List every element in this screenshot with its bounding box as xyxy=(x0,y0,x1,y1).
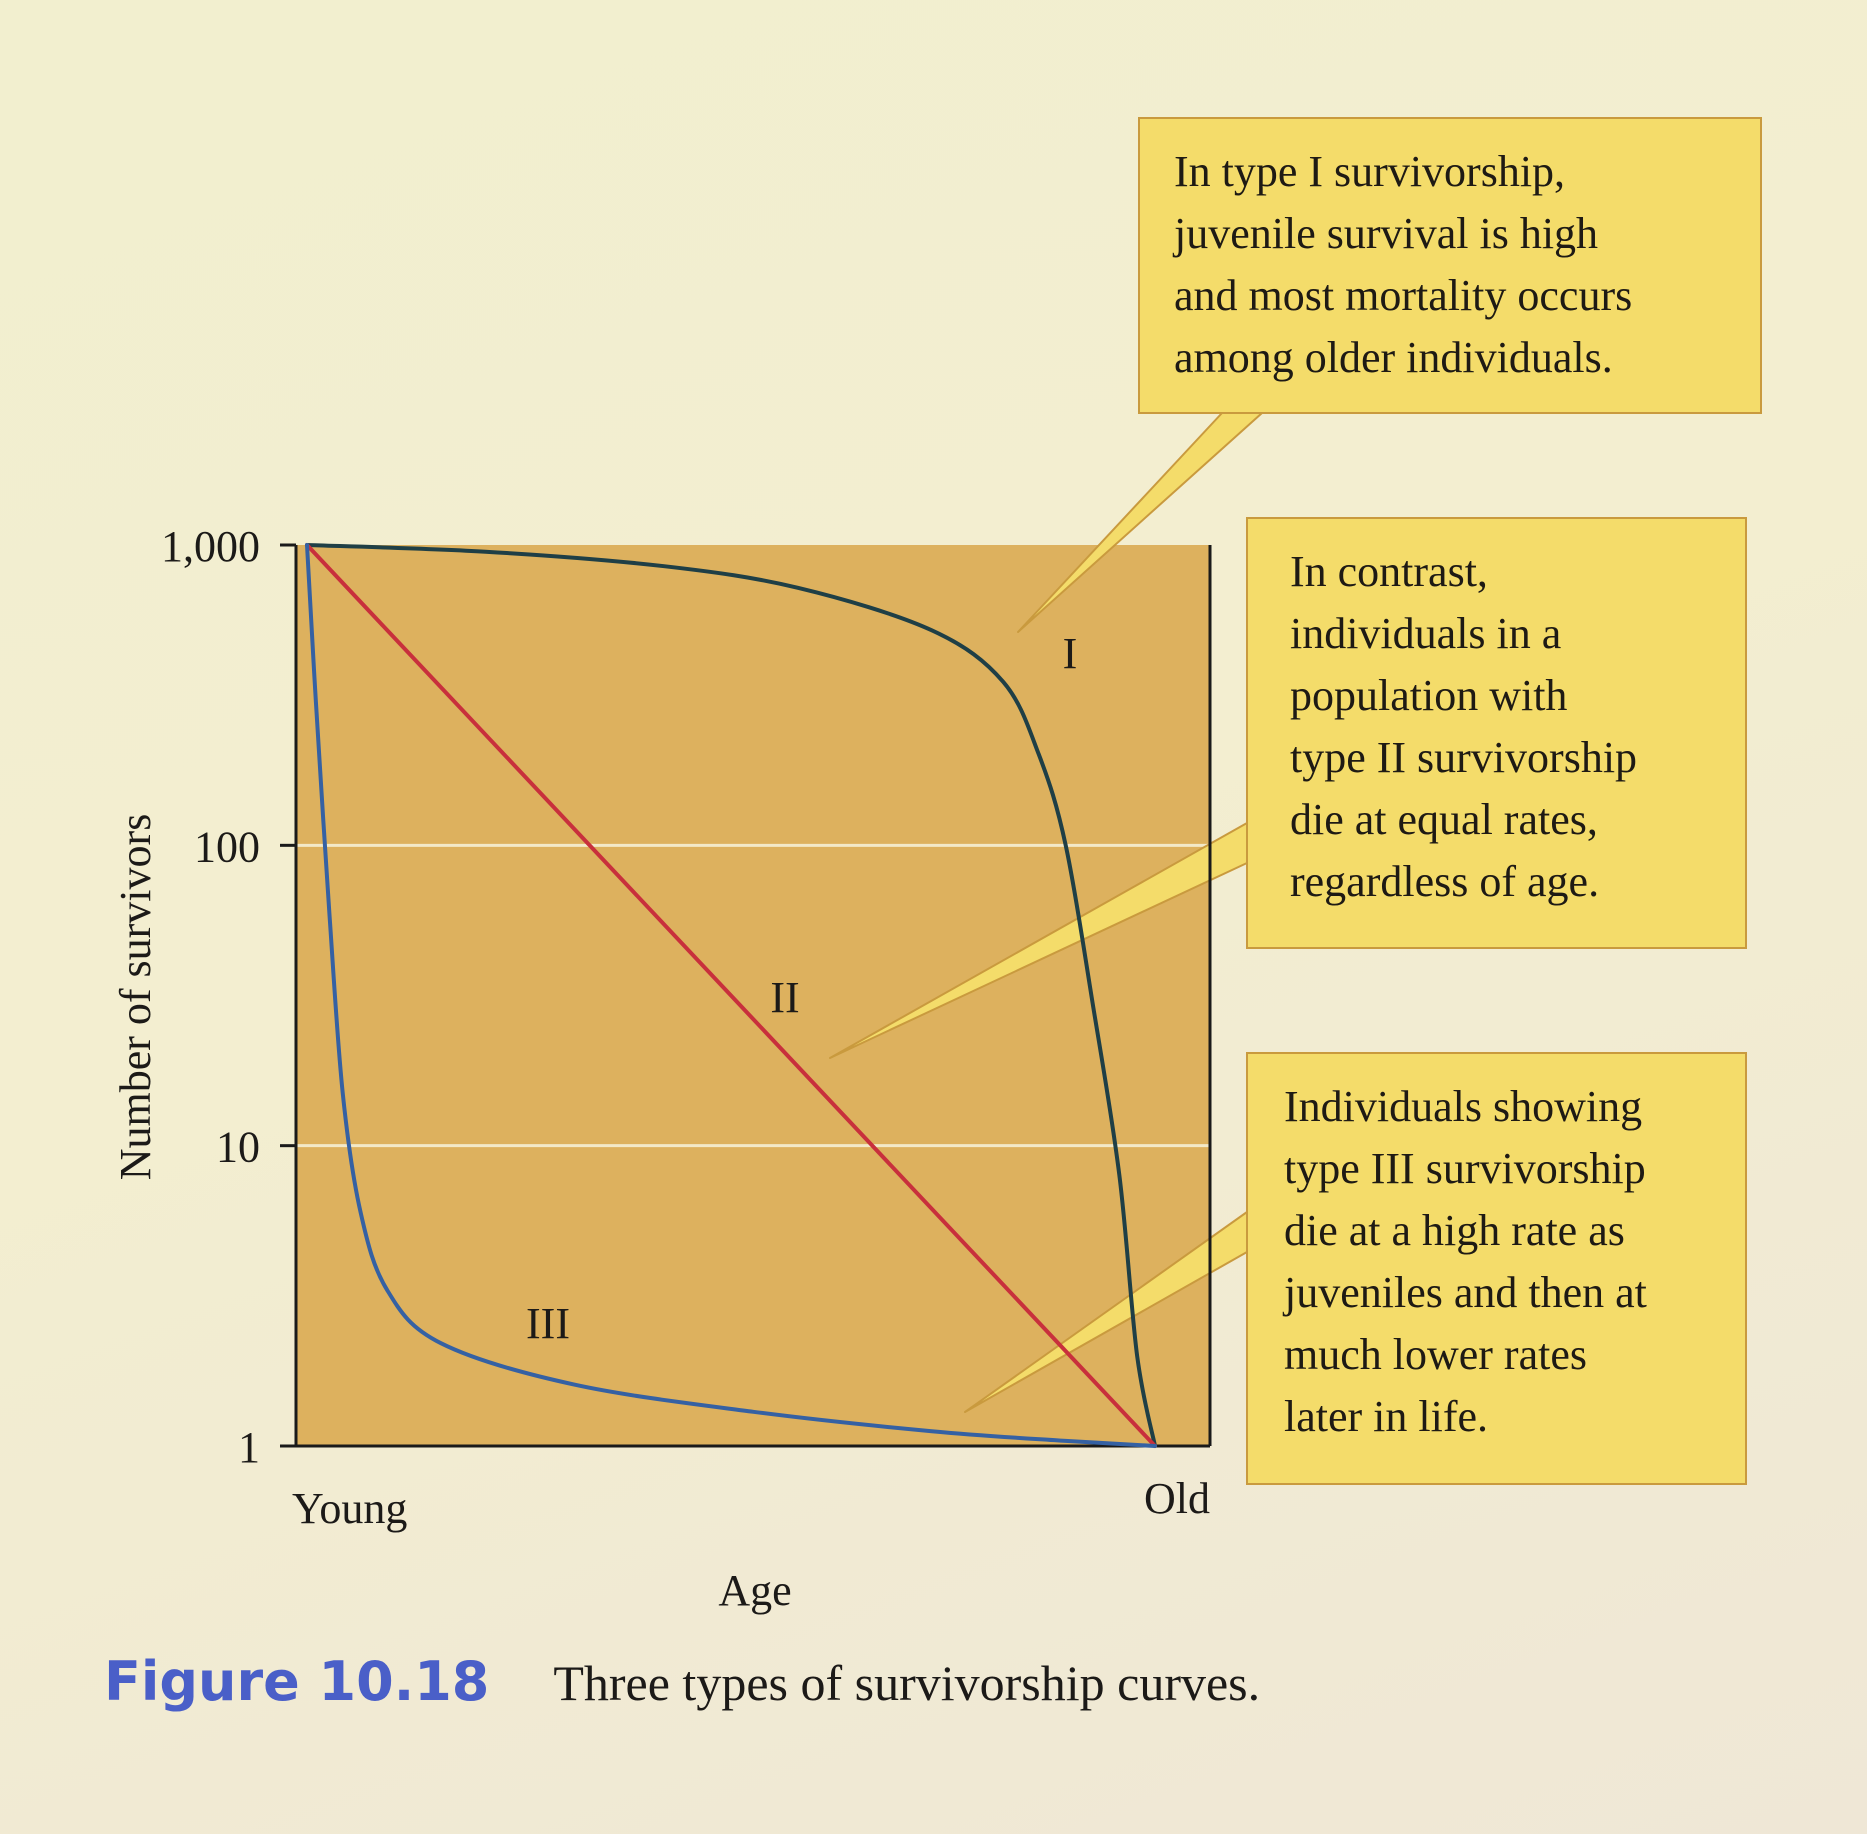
x-tick-label: Old xyxy=(1144,1474,1210,1523)
callout-1-line: juvenile survival is high xyxy=(1174,209,1599,258)
callout-type-2: In contrast, individuals in a population… xyxy=(1246,517,1747,949)
callout-type-3: Individuals showing type III survivorshi… xyxy=(1246,1052,1747,1485)
type-2-label: II xyxy=(770,973,799,1022)
y-tick-label: 10 xyxy=(216,1123,260,1172)
y-tick-label: 1,000 xyxy=(161,522,260,571)
type-1-curve xyxy=(305,543,1157,1448)
callout-3-line: die at a high rate as xyxy=(1284,1206,1625,1255)
callout-2-line: individuals in a xyxy=(1290,609,1562,658)
callout-3-line: juveniles and then at xyxy=(1284,1268,1647,1317)
type-1-label: I xyxy=(1063,629,1078,678)
x-axis-title: Age xyxy=(718,1566,791,1615)
y-tick-label: 1 xyxy=(238,1423,260,1472)
y-axis-title: Number of survivors xyxy=(111,814,160,1181)
callout-1-line: In type I survivorship, xyxy=(1174,147,1566,196)
callout-1-line: among older individuals. xyxy=(1174,333,1613,382)
callout-3-line: much lower rates xyxy=(1284,1330,1587,1379)
y-tick-label: 100 xyxy=(194,822,260,871)
callout-type-1: In type I survivorship, juvenile surviva… xyxy=(1138,117,1762,414)
callout-2-line: In contrast, xyxy=(1290,547,1488,596)
callout-3-line: type III survivorship xyxy=(1284,1144,1646,1193)
callout-3-line: Individuals showing xyxy=(1284,1082,1643,1131)
callout-2-line: die at equal rates, xyxy=(1290,795,1598,844)
callout-2-line: regardless of age. xyxy=(1290,857,1600,906)
figure-label: Figure 10.18 xyxy=(104,1650,490,1713)
type-3-label: III xyxy=(526,1299,570,1348)
type-3-curve xyxy=(305,543,1157,1448)
figure-caption-text: Three types of survivorship curves. xyxy=(553,1655,1261,1711)
figure-caption: Figure 10.18 Three types of survivorship… xyxy=(104,1650,1260,1713)
callout-2-line: type II survivorship xyxy=(1290,733,1638,782)
callout-2-line: population with xyxy=(1290,671,1568,720)
callout-1-line: and most mortality occurs xyxy=(1174,271,1633,320)
type-2-curve xyxy=(305,543,1157,1448)
callout-3-line: later in life. xyxy=(1284,1392,1489,1441)
x-tick-label: Young xyxy=(292,1484,407,1533)
